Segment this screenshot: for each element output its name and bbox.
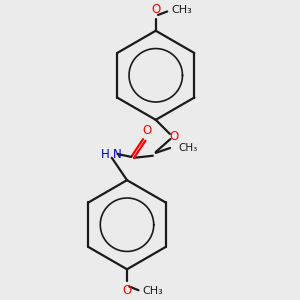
Text: O: O bbox=[151, 3, 160, 16]
Text: O: O bbox=[122, 284, 132, 297]
Text: CH₃: CH₃ bbox=[178, 143, 197, 153]
Text: CH₃: CH₃ bbox=[172, 5, 192, 15]
Text: H: H bbox=[101, 148, 110, 160]
Text: N: N bbox=[112, 148, 122, 161]
Text: O: O bbox=[169, 130, 178, 143]
Text: CH₃: CH₃ bbox=[143, 286, 164, 296]
Text: O: O bbox=[142, 124, 152, 137]
